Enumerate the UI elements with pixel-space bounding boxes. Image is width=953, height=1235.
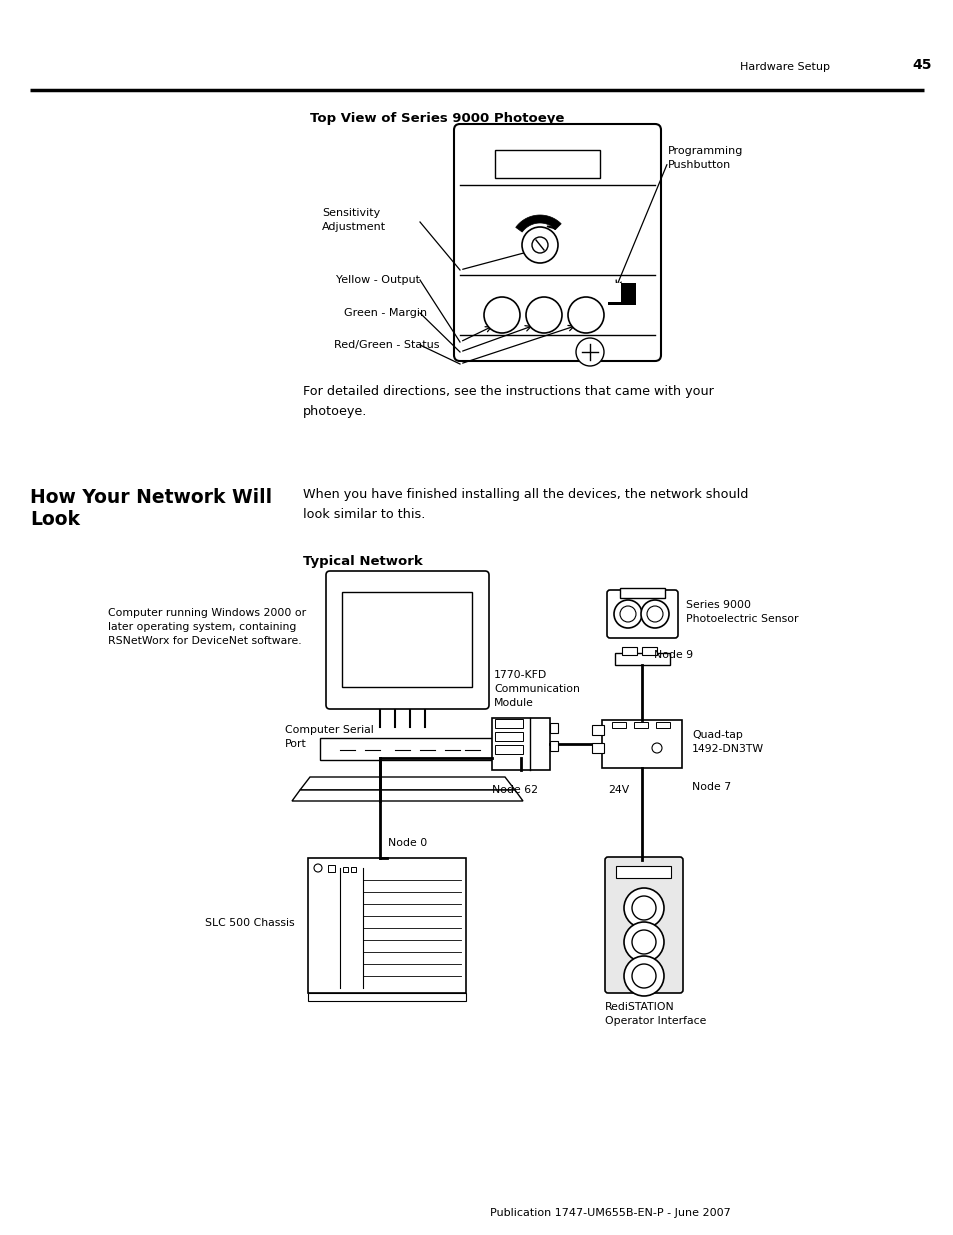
Text: 24V: 24V — [607, 785, 629, 795]
Circle shape — [631, 965, 656, 988]
Bar — [343, 867, 348, 872]
Text: RediSTATION
Operator Interface: RediSTATION Operator Interface — [604, 1002, 705, 1026]
Text: Computer running Windows 2000 or
later operating system, containing
RSNetWorx fo: Computer running Windows 2000 or later o… — [108, 608, 306, 646]
Text: Series 9000
Photoelectric Sensor: Series 9000 Photoelectric Sensor — [685, 600, 798, 624]
Text: Node 9: Node 9 — [654, 650, 693, 659]
Bar — [550, 722, 558, 734]
Text: When you have finished installing all the devices, the network should
look simil: When you have finished installing all th… — [303, 488, 747, 520]
Bar — [308, 993, 465, 1002]
Bar — [550, 741, 558, 751]
Circle shape — [623, 923, 663, 962]
Polygon shape — [516, 215, 560, 232]
Bar — [308, 858, 465, 993]
Text: Programming
Pushbutton: Programming Pushbutton — [667, 147, 742, 169]
Bar — [351, 867, 355, 872]
Circle shape — [614, 600, 641, 629]
Circle shape — [631, 897, 656, 920]
Bar — [641, 647, 657, 655]
Bar — [319, 739, 495, 760]
FancyBboxPatch shape — [604, 857, 682, 993]
FancyBboxPatch shape — [454, 124, 660, 361]
Text: For detailed directions, see the instructions that came with your
photoeye.: For detailed directions, see the instruc… — [303, 385, 713, 417]
Text: 45: 45 — [911, 58, 930, 72]
Text: 1770-KFD
Communication
Module: 1770-KFD Communication Module — [494, 671, 579, 708]
Circle shape — [314, 864, 322, 872]
FancyBboxPatch shape — [606, 590, 678, 638]
Bar — [492, 718, 550, 769]
Text: Green - Margin: Green - Margin — [344, 308, 427, 317]
Circle shape — [576, 338, 603, 366]
Bar — [634, 722, 647, 727]
Circle shape — [567, 296, 603, 333]
Text: Sensitivity
Adjustment: Sensitivity Adjustment — [322, 209, 386, 232]
Text: Node 7: Node 7 — [691, 782, 730, 792]
Bar — [621, 647, 637, 655]
Bar — [607, 283, 636, 305]
Bar — [495, 732, 522, 741]
Text: Yellow - Output: Yellow - Output — [335, 275, 419, 285]
Bar — [341, 592, 472, 687]
Bar — [592, 743, 603, 753]
Text: Quad-tap
1492-DN3TW: Quad-tap 1492-DN3TW — [691, 730, 763, 755]
Text: Hardware Setup: Hardware Setup — [740, 62, 829, 72]
Bar — [656, 722, 669, 727]
Polygon shape — [292, 790, 522, 802]
Text: How Your Network Will
Look: How Your Network Will Look — [30, 488, 272, 529]
Text: Publication 1747-UM655B-EN-P - June 2007: Publication 1747-UM655B-EN-P - June 2007 — [490, 1208, 730, 1218]
Bar — [495, 745, 522, 755]
Text: Node 0: Node 0 — [388, 839, 427, 848]
Text: Top View of Series 9000 Photoeye: Top View of Series 9000 Photoeye — [310, 112, 564, 125]
Bar — [592, 725, 603, 735]
Circle shape — [619, 606, 636, 622]
Circle shape — [525, 296, 561, 333]
Circle shape — [646, 606, 662, 622]
Circle shape — [532, 237, 547, 253]
Circle shape — [623, 956, 663, 995]
Bar — [616, 866, 670, 878]
Bar — [612, 722, 625, 727]
Bar — [495, 719, 522, 727]
Bar — [495, 149, 599, 178]
Circle shape — [483, 296, 519, 333]
Text: Node 62: Node 62 — [492, 785, 537, 795]
Text: Computer Serial
Port: Computer Serial Port — [285, 725, 374, 748]
Bar — [615, 653, 669, 664]
Circle shape — [623, 888, 663, 927]
Polygon shape — [299, 777, 515, 790]
Circle shape — [651, 743, 661, 753]
Circle shape — [640, 600, 668, 629]
Text: Typical Network: Typical Network — [303, 555, 422, 568]
Text: SLC 500 Chassis: SLC 500 Chassis — [205, 918, 294, 927]
Circle shape — [521, 227, 558, 263]
Bar — [607, 283, 620, 303]
Circle shape — [631, 930, 656, 953]
Bar — [601, 720, 681, 768]
Text: Red/Green - Status: Red/Green - Status — [334, 340, 439, 350]
FancyBboxPatch shape — [326, 571, 489, 709]
Bar — [328, 864, 335, 872]
Bar — [619, 588, 664, 598]
